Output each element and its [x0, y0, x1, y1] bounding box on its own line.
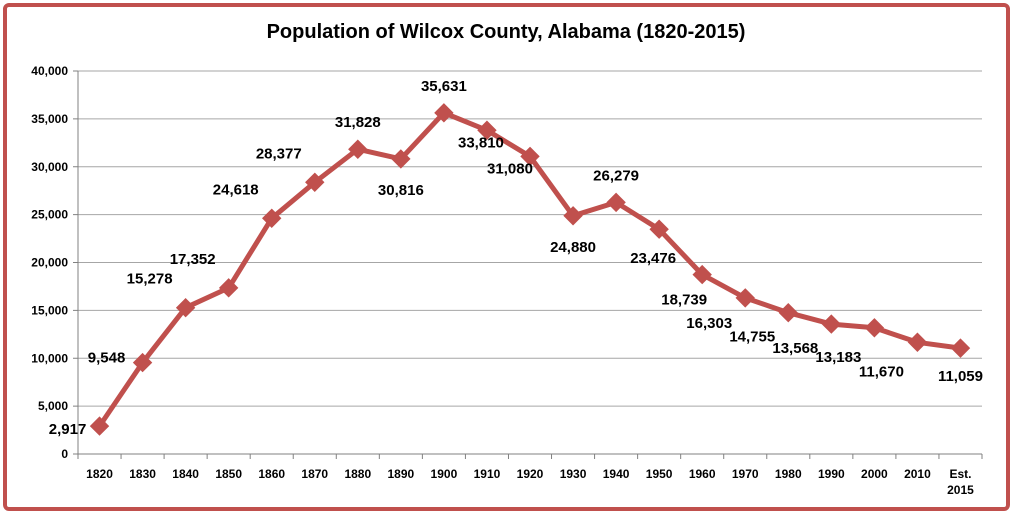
- data-point-marker: [520, 146, 540, 167]
- data-label: 31,080: [487, 160, 533, 177]
- x-tick-label: 1900: [431, 467, 458, 481]
- x-tick-label: 1970: [732, 467, 759, 481]
- y-tick-label: 30,000: [31, 160, 68, 174]
- data-label: 14,755: [729, 329, 775, 346]
- x-tick-label: 1830: [129, 467, 156, 481]
- y-tick-label: 40,000: [31, 64, 68, 78]
- data-label: 11,670: [859, 363, 904, 380]
- x-tick-label: 1990: [818, 467, 845, 481]
- data-point-marker: [391, 149, 411, 169]
- y-tick-label: 10,000: [31, 351, 68, 365]
- data-point-marker: [89, 416, 110, 436]
- x-tick-label: 1950: [646, 467, 673, 481]
- data-label: 18,739: [661, 292, 707, 309]
- data-label: 17,352: [170, 251, 216, 268]
- x-tick-label: 2010: [904, 467, 931, 481]
- gridlines: [78, 70, 982, 407]
- x-tick-label: 2000: [861, 467, 888, 481]
- data-label: 24,880: [550, 239, 596, 256]
- y-axis-ticks: 0 5,000 10,000 15,000 20,000 25,000 30,000 35,0…: [31, 64, 68, 461]
- data-labels: 2,917 9,548 15,278 17,352 24,618 28,377 31,828…: [49, 78, 983, 438]
- y-tick-label: 0: [61, 447, 68, 461]
- y-tick-label: 20,000: [31, 256, 68, 270]
- data-point-marker: [262, 208, 282, 228]
- chart-frame: [3, 3, 1010, 511]
- data-point-marker: [950, 338, 971, 358]
- data-label: 16,303: [686, 315, 732, 332]
- data-label: 31,828: [335, 114, 381, 131]
- data-label: 28,377: [256, 145, 302, 162]
- data-point-marker: [778, 303, 798, 323]
- data-point-marker: [735, 288, 755, 308]
- data-point-marker: [692, 264, 712, 285]
- x-tick-label: 1890: [388, 467, 415, 481]
- data-label: 33,810: [458, 134, 504, 151]
- data-label: 13,183: [815, 349, 861, 366]
- data-point-marker: [821, 314, 842, 334]
- x-tick-label: 1940: [603, 467, 630, 481]
- x-tick-label: 1850: [215, 467, 242, 481]
- data-point-marker: [434, 103, 454, 123]
- data-label: 26,279: [593, 167, 639, 184]
- data-point-marker: [175, 298, 196, 318]
- population-series: [89, 103, 971, 436]
- data-point-marker: [305, 172, 325, 192]
- data-label: 2,917: [49, 421, 87, 438]
- data-point-marker: [477, 120, 497, 140]
- y-tick-label: 25,000: [31, 208, 68, 222]
- axes: [73, 70, 983, 459]
- data-label: 23,476: [630, 250, 676, 267]
- data-label: 15,278: [127, 271, 173, 288]
- data-label: 24,618: [213, 181, 259, 198]
- data-point-marker: [907, 332, 928, 352]
- data-point-marker: [563, 206, 583, 226]
- y-tick-label: 5,000: [38, 399, 68, 413]
- data-point-marker: [132, 352, 153, 373]
- x-tick-label: 1910: [474, 467, 501, 481]
- data-label: 9,548: [88, 350, 126, 367]
- x-tick-label: 1840: [172, 467, 199, 481]
- x-tick-label: 1960: [689, 467, 716, 481]
- y-tick-label: 15,000: [31, 303, 68, 317]
- data-point-marker: [218, 278, 239, 298]
- data-label: 30,816: [378, 182, 424, 199]
- data-point-marker: [606, 192, 626, 213]
- data-point-marker: [649, 219, 669, 239]
- x-tick-label: 1870: [301, 467, 328, 481]
- data-point-marker: [864, 318, 885, 338]
- data-label: 35,631: [421, 78, 467, 95]
- x-tick-label: 1920: [517, 467, 544, 481]
- x-tick-label: 1860: [258, 467, 285, 481]
- data-label: 13,568: [772, 340, 818, 357]
- x-tick-label: Est. 2015: [947, 467, 974, 497]
- x-tick-label: 1980: [775, 467, 802, 481]
- x-tick-label: 1820: [86, 467, 113, 481]
- x-axis-ticks: 1820 1830 1840 1850 1860 1870 1880 1890 1900 1910…: [86, 467, 974, 497]
- chart-title: Population of Wilcox County, Alabama (18…: [267, 21, 746, 43]
- data-label: 11,059: [938, 368, 983, 385]
- data-point-marker: [348, 139, 368, 159]
- y-tick-label: 35,000: [31, 112, 68, 126]
- x-tick-label: 1930: [560, 467, 587, 481]
- x-tick-label: 1880: [344, 467, 371, 481]
